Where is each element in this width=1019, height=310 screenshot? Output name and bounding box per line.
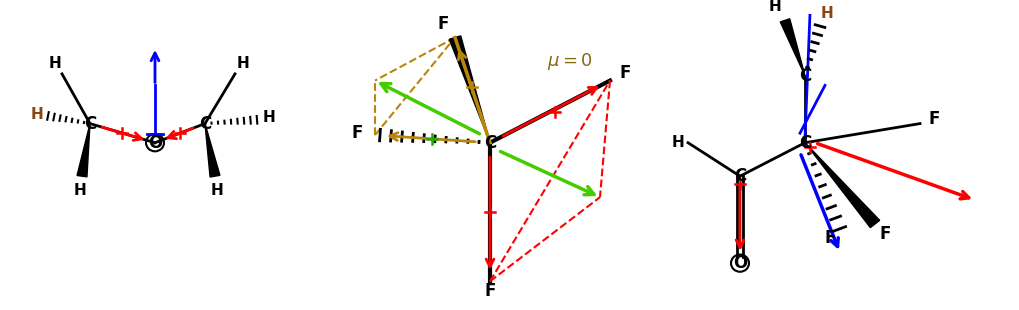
Polygon shape xyxy=(448,36,489,143)
Polygon shape xyxy=(77,124,90,177)
Text: H: H xyxy=(671,135,684,150)
Text: H: H xyxy=(31,107,44,122)
Text: H: H xyxy=(49,56,61,71)
Polygon shape xyxy=(205,124,220,177)
Text: C: C xyxy=(199,115,211,133)
Text: C: C xyxy=(483,134,495,152)
Text: O: O xyxy=(148,134,162,152)
Text: F: F xyxy=(484,282,495,300)
Text: H: H xyxy=(73,183,87,198)
Text: C: C xyxy=(84,115,96,133)
Text: C: C xyxy=(798,134,810,152)
Polygon shape xyxy=(780,19,804,76)
Text: F: F xyxy=(619,64,630,82)
Text: $\mu = 0$: $\mu = 0$ xyxy=(546,51,592,72)
Text: C: C xyxy=(733,167,745,185)
Text: O: O xyxy=(733,254,746,272)
Text: H: H xyxy=(236,56,249,71)
Text: H: H xyxy=(262,110,275,125)
Text: H: H xyxy=(768,0,781,14)
Text: F: F xyxy=(437,15,448,33)
Text: F: F xyxy=(878,224,890,242)
Text: F: F xyxy=(351,124,363,142)
Text: F: F xyxy=(823,229,835,247)
Text: H: H xyxy=(820,6,833,21)
Text: F: F xyxy=(927,110,938,128)
Text: C: C xyxy=(798,67,810,85)
Polygon shape xyxy=(804,143,878,228)
Text: H: H xyxy=(210,183,223,198)
